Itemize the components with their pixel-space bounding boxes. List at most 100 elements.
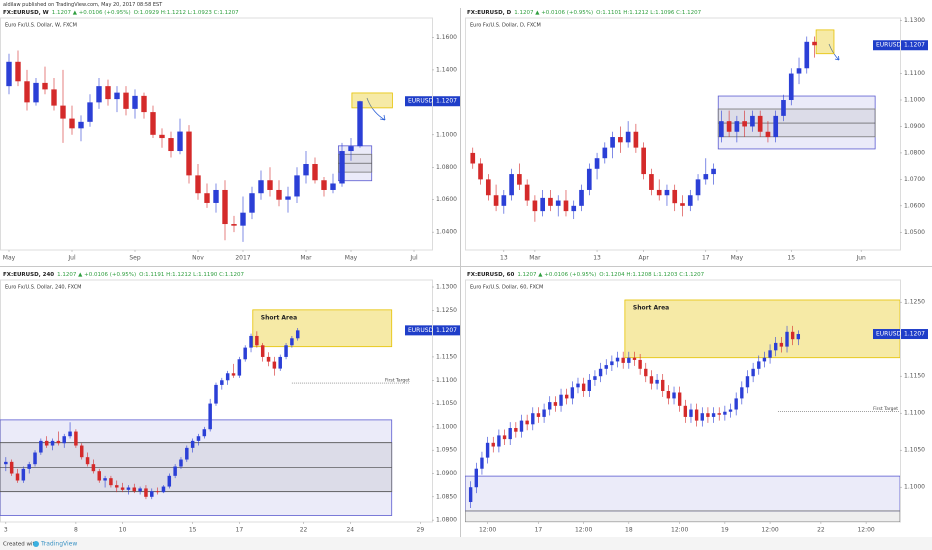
- last-price: 1.1207: [436, 98, 457, 105]
- candle-body: [734, 121, 740, 132]
- y-tick-label: 1.1100: [904, 410, 925, 417]
- y-tick-label: 1.0950: [436, 447, 457, 454]
- y-tick-label: 1.0400: [436, 229, 457, 236]
- candle-body: [804, 41, 810, 69]
- quote: 1.1207 ▲ +0.0106 (+0.95%): [52, 10, 131, 16]
- y-tick-label: 1.1000: [904, 484, 925, 491]
- candle-body: [290, 338, 294, 346]
- x-tick-label: Jul: [67, 255, 76, 262]
- x-tick-label: 17: [535, 527, 543, 534]
- candle-body: [330, 183, 336, 190]
- last-price-box: [901, 40, 928, 51]
- candle-body: [726, 121, 732, 132]
- candle-body: [785, 331, 789, 347]
- candle-body: [115, 485, 119, 488]
- candle-body: [555, 200, 561, 206]
- candle-body: [9, 461, 14, 474]
- ohlc: O:1.1191 H:1.1212 L:1.1190 C:1.1207: [139, 272, 244, 278]
- candle-body: [225, 373, 230, 381]
- candle-body: [51, 89, 57, 106]
- y-tick-label: 1.1300: [436, 283, 457, 290]
- candle-body: [548, 402, 552, 410]
- candle-body: [15, 473, 20, 481]
- zone: [252, 309, 393, 348]
- chart-header: FX:EURUSD, 60 1.1207 ▲ +0.0106 (+0.95%) O:…: [467, 272, 705, 278]
- candle-body: [295, 330, 300, 339]
- candle-body: [491, 442, 495, 447]
- symbol-label: EURUSD: [408, 98, 434, 105]
- candle-body: [579, 189, 584, 206]
- candle-body: [649, 376, 654, 384]
- candle-body: [655, 379, 659, 384]
- candle-body: [750, 115, 755, 127]
- candle-body: [672, 392, 676, 399]
- candle-body: [50, 440, 55, 446]
- candle-body: [765, 131, 771, 138]
- y-tick-label: 1.1300: [904, 17, 925, 24]
- x-tick-label: 29: [417, 527, 425, 534]
- candle-body: [21, 468, 26, 481]
- plot-area: [465, 17, 901, 251]
- candle-body: [594, 158, 600, 169]
- candle-body: [294, 175, 300, 197]
- plot: [0, 309, 410, 516]
- x-tick-label: 12:00: [671, 527, 688, 534]
- candle-body: [497, 435, 501, 447]
- candle-body: [581, 383, 586, 392]
- candle-body: [204, 193, 210, 203]
- symbol-box: [873, 329, 900, 340]
- arrow: [366, 97, 386, 121]
- footer-bar: [0, 537, 932, 550]
- footer-brand: TradingView: [40, 541, 77, 548]
- candle-body: [27, 464, 31, 469]
- candle-body: [78, 121, 84, 129]
- candle-body: [141, 95, 147, 113]
- candle-body: [284, 345, 288, 357]
- x-tick-label: Mar: [529, 255, 541, 262]
- candle-body: [478, 163, 483, 180]
- candle-body: [161, 486, 166, 493]
- subtitle: Euro Fx/U.S. Dollar, D, FXCM: [470, 23, 541, 29]
- symbol-label: EURUSD: [876, 42, 902, 49]
- candle-body: [6, 61, 12, 87]
- y-tick-label: 1.1050: [904, 447, 925, 454]
- y-tick-label: 1.0900: [436, 470, 457, 477]
- last-price: 1.1207: [904, 331, 925, 338]
- candle-body: [796, 334, 801, 340]
- candle-body: [672, 189, 678, 204]
- candle-body: [563, 200, 569, 212]
- y-tick-label: 1.0900: [904, 123, 925, 130]
- candle-body: [109, 478, 113, 486]
- candle-body: [266, 356, 271, 362]
- x-tick-label: 22: [300, 527, 308, 534]
- candle-body: [96, 86, 102, 103]
- candle-body: [694, 409, 699, 421]
- candle-body: [470, 152, 476, 164]
- candle-body: [177, 131, 183, 152]
- candle-body: [249, 335, 253, 348]
- candle-body: [114, 92, 120, 100]
- candle-body: [666, 391, 671, 399]
- candle-body: [773, 115, 779, 138]
- candle-body: [706, 413, 710, 417]
- x-tick-label: 17: [236, 527, 244, 534]
- candle-body: [195, 175, 201, 194]
- candle-body: [220, 380, 224, 385]
- candle-body: [514, 428, 518, 432]
- candle-body: [231, 224, 237, 226]
- x-tick-label: 12:00: [857, 527, 874, 534]
- candle-body: [719, 121, 724, 138]
- zone-label: Short Area: [261, 314, 297, 321]
- chart-header: FX:EURUSD, 240 1.1207 ▲ +0.0106 (+0.95%) O…: [3, 272, 245, 278]
- candle-body: [536, 413, 541, 417]
- candle-body: [132, 487, 137, 492]
- logo: [33, 541, 39, 547]
- candle-body: [745, 376, 750, 388]
- candle-body: [664, 189, 670, 196]
- x-tick-label: 10: [119, 527, 127, 534]
- plot-area: [0, 17, 433, 251]
- candle-body: [501, 195, 507, 206]
- x-tick-label: 22: [817, 527, 825, 534]
- candle-body: [303, 164, 309, 176]
